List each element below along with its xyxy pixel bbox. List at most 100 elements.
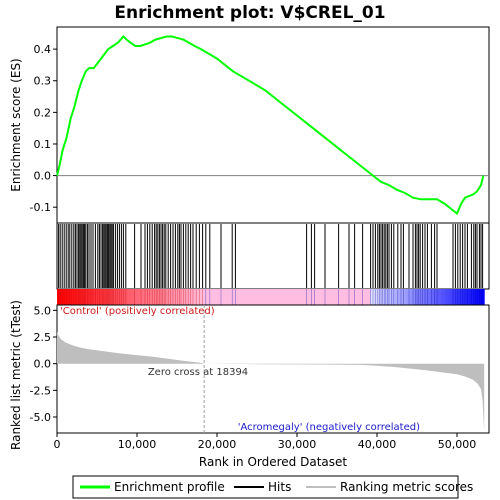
legend-hits-label: Hits: [268, 480, 291, 494]
legend-profile-label: Enrichment profile: [114, 480, 225, 494]
ramp-segment: [405, 289, 410, 305]
ramp-segment: [345, 289, 350, 305]
ramp-segment: [437, 289, 442, 305]
ramp-segment: [281, 289, 286, 305]
positive-correlation-label: 'Control' (positively correlated): [60, 306, 215, 317]
ramp-segment: [274, 289, 279, 305]
x-tick-label: 30,000: [278, 438, 317, 451]
ramp-segment: [402, 289, 407, 305]
ramp-segment: [202, 289, 208, 305]
es-panel-frame: [56, 26, 490, 224]
ramp-segment: [388, 289, 393, 305]
x-tick-label: 50,000: [438, 438, 477, 451]
ramp-segment: [192, 289, 197, 305]
ramp-segment: [227, 289, 232, 305]
ramp-segment: [277, 289, 282, 305]
legend-box: [72, 475, 459, 499]
ramp-segment: [366, 289, 371, 305]
ramp-segment: [316, 289, 321, 305]
ramp-segment: [167, 289, 172, 305]
ramp-segment: [259, 289, 264, 305]
ramp-segment: [324, 289, 329, 305]
ramp-segment: [57, 289, 62, 305]
ramp-segment: [252, 289, 257, 305]
ramp-segment: [231, 289, 236, 305]
ramp-segment: [299, 289, 304, 305]
metric-y-tick-label: -2.5: [30, 384, 51, 397]
ramp-segment: [135, 289, 140, 305]
ramp-segment: [238, 289, 243, 305]
ramp-segment: [341, 289, 346, 305]
ramp-segment: [359, 289, 364, 305]
ramp-segment: [288, 289, 293, 305]
ramp-segment: [235, 289, 240, 305]
ramp-segment: [195, 289, 200, 305]
ramp-segment: [370, 289, 375, 305]
ramp-segment: [320, 289, 325, 305]
ramp-segment: [81, 289, 86, 305]
ramp-segment: [213, 289, 218, 305]
ramp-segment: [160, 289, 165, 305]
ramp-segment: [452, 289, 457, 305]
ramp-segment: [373, 289, 378, 305]
es-y-tick-label: 0.2: [34, 106, 52, 119]
ramp-segment: [302, 289, 307, 305]
zero-cross-label: Zero cross at 18394: [148, 367, 248, 378]
ramp-segment: [420, 289, 425, 305]
ramp-segment: [309, 289, 314, 305]
ramp-segment: [256, 289, 261, 305]
ramp-segment: [313, 289, 318, 305]
ramp-segment: [348, 289, 353, 305]
metric-axis-label: Ranked list metric (tTest): [9, 300, 23, 450]
x-tick-label: 10,000: [118, 438, 157, 451]
chart-title: Enrichment plot: V$CREL_01: [114, 3, 385, 23]
ramp-segment: [466, 289, 471, 305]
ramp-segment: [448, 289, 453, 305]
ramp-segment: [331, 289, 336, 305]
x-tick-label: 0: [54, 438, 61, 451]
ramp-segment: [92, 289, 97, 305]
ramp-segment: [149, 289, 154, 305]
ramp-segment: [128, 289, 133, 305]
ramp-segment: [284, 289, 289, 305]
negative-correlation-label: 'Acromegaly' (negatively correlated): [238, 422, 420, 433]
metric-y-tick-label: 5.0: [34, 304, 52, 317]
ramp-segment: [220, 289, 225, 305]
enrichment-profile-line: [56, 35, 485, 216]
ramp-segment: [71, 289, 76, 305]
ramp-segment: [217, 289, 222, 305]
ramp-segment: [459, 289, 464, 305]
ramp-segment: [469, 289, 475, 305]
ramp-segment: [409, 289, 414, 305]
metric-y-tick-label: 2.5: [34, 331, 52, 344]
ramp-segment: [327, 289, 332, 305]
ramp-segment: [153, 289, 158, 305]
ramp-segment: [295, 289, 300, 305]
ramp-segment: [131, 289, 136, 305]
ramp-segment: [306, 289, 311, 305]
ramp-segment: [249, 289, 254, 305]
ramp-segment: [210, 289, 215, 305]
ramp-segment: [60, 289, 65, 305]
ramp-segment: [430, 289, 435, 305]
ramp-segment: [142, 289, 147, 305]
x-tick-label: 40,000: [358, 438, 397, 451]
ramp-segment: [206, 289, 211, 305]
ramp-segment: [270, 289, 275, 305]
ramp-segment: [263, 289, 268, 305]
ramp-segment: [224, 289, 229, 305]
legend-metric-label: Ranking metric scores: [340, 480, 473, 494]
ramp-segment: [78, 289, 83, 305]
ramp-segment: [113, 289, 119, 305]
ramp-segment: [103, 289, 108, 305]
ramp-segment: [413, 289, 418, 305]
es-axis-label: Enrichment score (ES): [9, 58, 23, 191]
ramp-segment: [124, 289, 129, 305]
ramp-segment: [338, 289, 343, 305]
ramp-segment: [185, 289, 190, 305]
ramp-segment: [434, 289, 439, 305]
ramp-segment: [395, 289, 400, 305]
metric-y-tick-label: 0.0: [34, 358, 52, 371]
ramp-segment: [445, 289, 450, 305]
